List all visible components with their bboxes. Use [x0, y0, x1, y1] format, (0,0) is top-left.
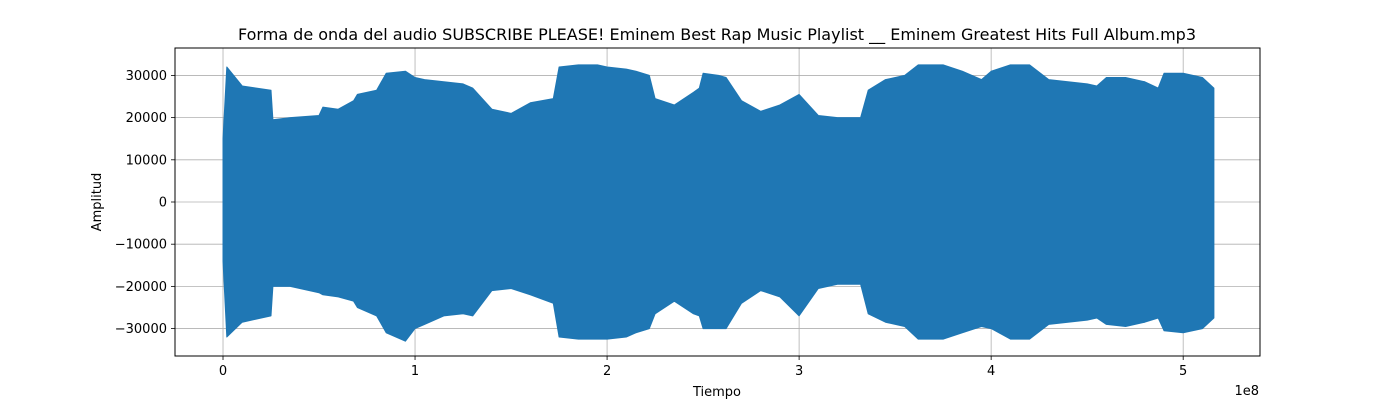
y-tick-label: 0	[159, 196, 167, 211]
y-tick-label: −20000	[115, 280, 167, 295]
chart-title: Forma de onda del audio SUBSCRIBE PLEASE…	[238, 25, 1196, 45]
x-tick-label: 1	[411, 364, 419, 379]
x-tick-label: 2	[603, 364, 611, 379]
y-tick-label: −10000	[115, 238, 167, 253]
x-axis: 0 1 2 3 4 5	[219, 356, 1187, 379]
y-axis: −30000 −20000 −10000 0 10000 20000 30000	[115, 69, 175, 337]
plot-area	[222, 64, 1215, 342]
x-tick-label: 3	[795, 364, 803, 379]
x-axis-offset-text: 1e8	[1234, 384, 1259, 399]
x-axis-label: Tiempo	[692, 385, 741, 400]
y-tick-label: 20000	[126, 111, 167, 126]
x-tick-label: 5	[1179, 364, 1187, 379]
y-axis-label: Amplitud	[90, 173, 105, 232]
y-tick-label: −30000	[115, 322, 167, 337]
y-tick-label: 10000	[126, 153, 167, 168]
x-tick-label: 0	[219, 364, 227, 379]
x-tick-label: 4	[987, 364, 995, 379]
waveform-envelope	[222, 64, 1215, 342]
y-tick-label: 30000	[126, 69, 167, 84]
